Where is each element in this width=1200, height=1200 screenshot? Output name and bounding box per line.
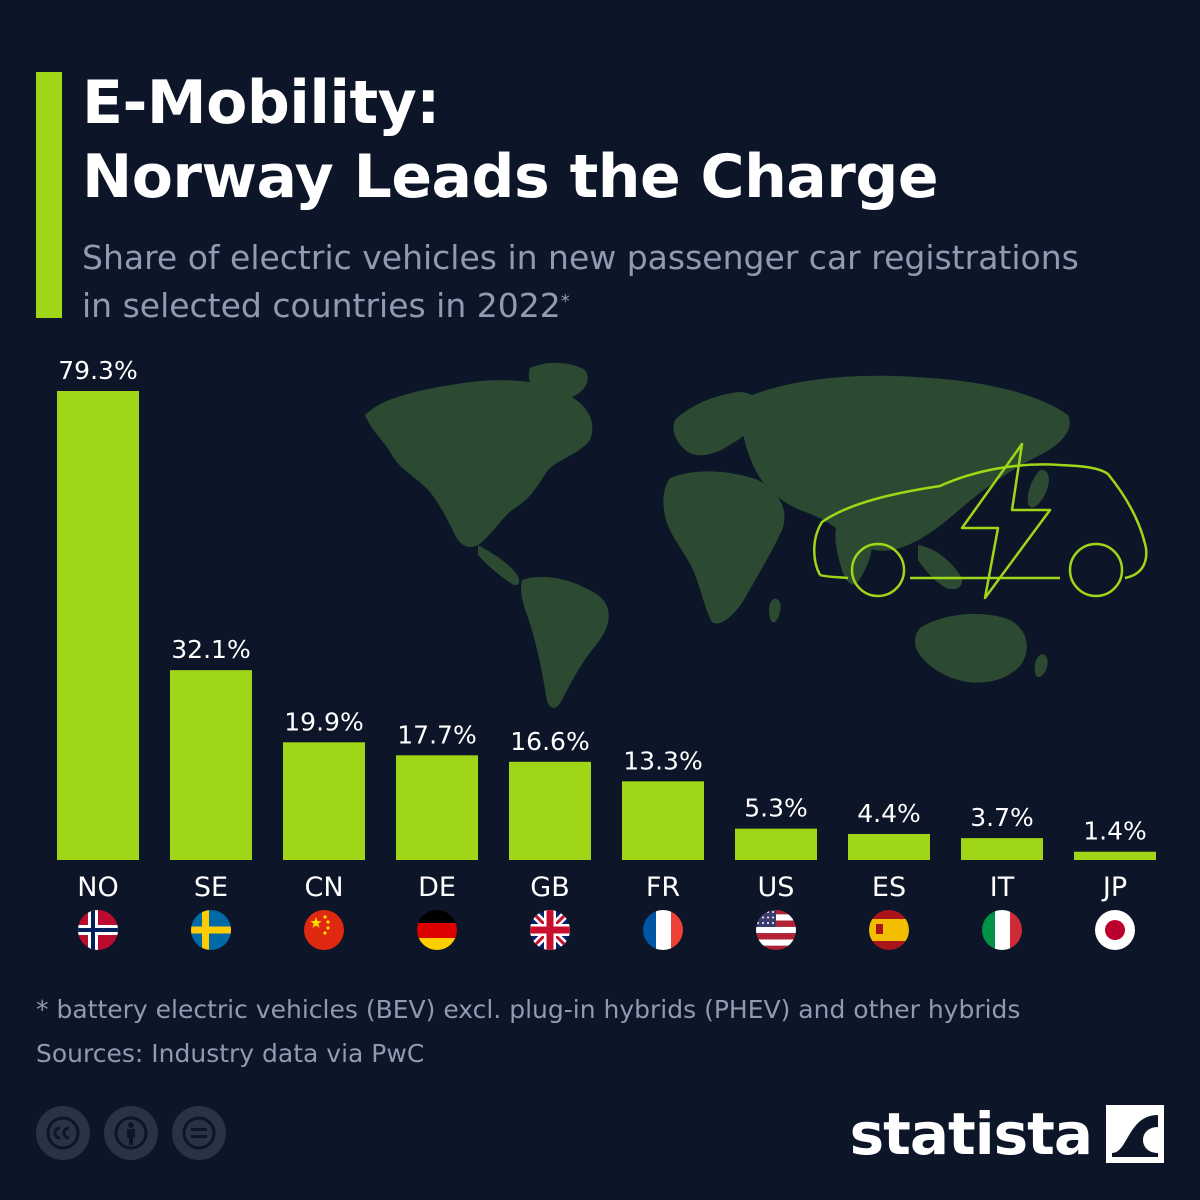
value-label-no: 79.3% <box>58 356 137 385</box>
map-australia <box>915 613 1027 683</box>
subtitle-line-2-text: in selected countries in 2022 <box>82 286 561 325</box>
bar-it <box>961 838 1043 860</box>
flag-gb-icon <box>530 910 570 950</box>
bar-cn <box>283 742 365 860</box>
brand-name: statista <box>849 1100 1093 1168</box>
category-label-cn: CN <box>304 872 343 903</box>
map-africa <box>663 471 785 624</box>
value-label-us: 5.3% <box>744 794 808 823</box>
car-body-outline <box>813 463 1148 580</box>
map-japan <box>1027 469 1049 508</box>
title-accent-bar <box>36 72 62 318</box>
category-label-fr: FR <box>646 872 680 903</box>
category-label-de: DE <box>418 872 456 903</box>
map-greenland <box>528 362 588 400</box>
value-label-it: 3.7% <box>970 803 1034 832</box>
flag-es-icon <box>869 910 909 950</box>
value-label-cn: 19.9% <box>284 707 363 736</box>
map-new-zealand <box>1034 654 1048 678</box>
map-north-america <box>365 380 593 547</box>
map-south-america <box>521 576 609 708</box>
cc-icon[interactable] <box>36 1106 90 1160</box>
chart-title: E-Mobility: Norway Leads the Charge <box>82 66 939 214</box>
bar-us <box>735 828 817 860</box>
flags-group <box>78 910 1135 950</box>
title-line-2: Norway Leads the Charge <box>82 142 939 212</box>
bar-jp <box>1074 851 1156 860</box>
bar-es <box>848 833 930 860</box>
bar-fr <box>622 781 704 860</box>
license-icons <box>36 1106 226 1160</box>
flag-it-icon <box>982 910 1022 950</box>
value-label-jp: 1.4% <box>1083 817 1147 846</box>
bar-no <box>57 391 139 860</box>
category-label-es: ES <box>872 872 906 903</box>
category-label-gb: GB <box>530 872 569 903</box>
chart-subtitle: Share of electric vehicles in new passen… <box>82 234 1182 330</box>
bars-group <box>57 391 1156 860</box>
value-label-fr: 13.3% <box>623 746 702 775</box>
electric-car-illustration <box>813 442 1148 600</box>
statista-brand: statista <box>850 1100 1164 1168</box>
map-southeast-asia <box>918 545 963 590</box>
flag-us-icon <box>756 910 796 950</box>
category-label-se: SE <box>194 872 228 903</box>
category-label-us: US <box>758 872 795 903</box>
footnote-block: * battery electric vehicles (BEV) excl. … <box>36 988 1020 1076</box>
title-line-1: E-Mobility: <box>82 68 440 138</box>
map-central-america <box>478 545 520 586</box>
value-labels-group: 79.3% 32.1% 19.9% 17.7% 16.6% 13.3% 5.3% 4.4% 3.… <box>58 356 1146 846</box>
category-label-no: NO <box>77 872 118 903</box>
no-derivatives-icon[interactable] <box>172 1106 226 1160</box>
map-europe <box>673 392 762 456</box>
value-label-se: 32.1% <box>171 635 250 664</box>
subtitle-footnote-marker: * <box>560 291 570 312</box>
category-labels-group: NO SE CN DE GB FR US ES IT JP <box>77 872 1127 903</box>
car-rear-wheel <box>1068 542 1124 598</box>
attribution-icon[interactable] <box>104 1106 158 1160</box>
bar-gb <box>509 761 591 860</box>
flag-cn-icon <box>304 910 344 950</box>
map-india <box>835 518 873 585</box>
footnote-text: * battery electric vehicles (BEV) excl. … <box>36 995 1021 1024</box>
bar-de <box>396 755 478 860</box>
flag-de-icon <box>417 910 457 950</box>
value-label-de: 17.7% <box>397 720 476 749</box>
category-label-it: IT <box>990 872 1015 903</box>
world-map-illustration <box>365 362 1070 708</box>
flag-se-icon <box>191 910 231 950</box>
category-label-jp: JP <box>1101 872 1127 903</box>
statista-logo-icon <box>1106 1105 1164 1163</box>
source-text: Sources: Industry data via PwC <box>36 1039 425 1068</box>
flag-jp-icon <box>1095 910 1135 950</box>
lightning-bolt-icon <box>960 442 1052 600</box>
value-label-gb: 16.6% <box>510 727 589 756</box>
bar-se <box>170 670 252 860</box>
map-asia <box>740 375 1070 551</box>
flag-fr-icon <box>643 910 683 950</box>
subtitle-line-1: Share of electric vehicles in new passen… <box>82 238 1079 277</box>
car-front-wheel <box>850 542 906 598</box>
subtitle-line-2: in selected countries in 2022* <box>82 282 1182 330</box>
value-label-es: 4.4% <box>857 799 921 828</box>
map-madagascar <box>768 598 781 623</box>
flag-no-icon <box>78 910 118 950</box>
